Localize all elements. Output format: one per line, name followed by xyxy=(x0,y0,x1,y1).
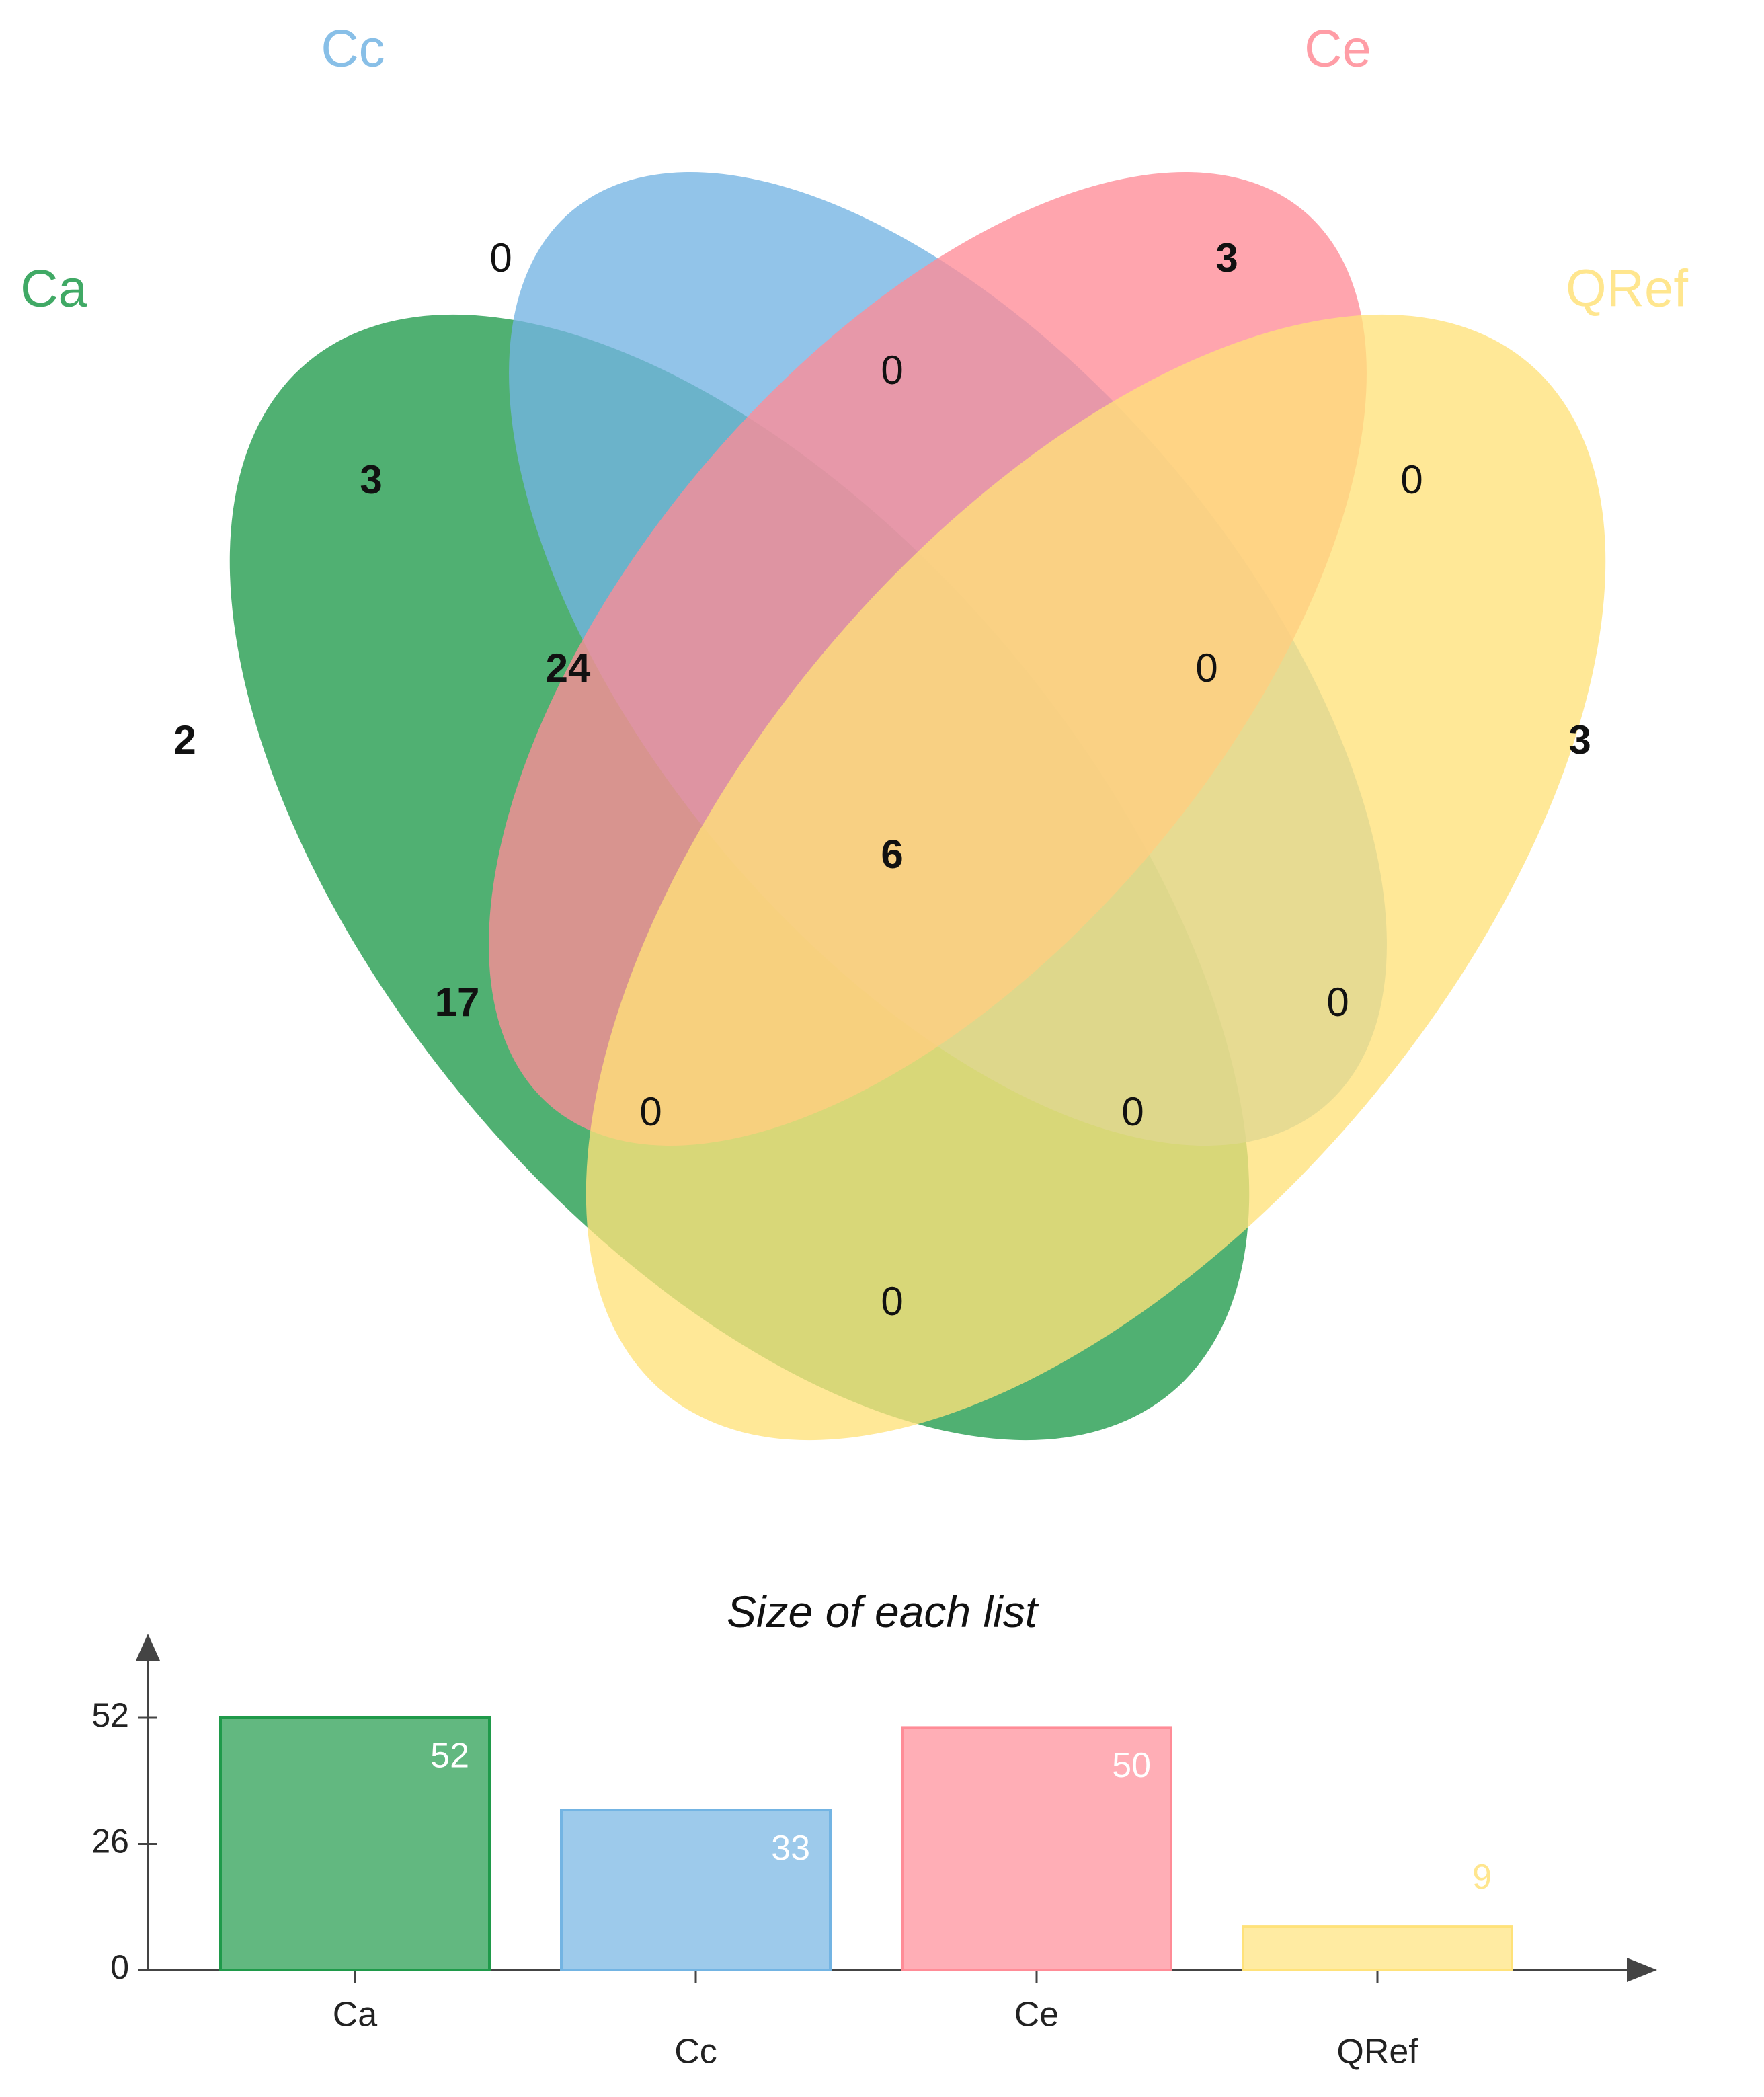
venn-count-cc-ce-qref: 0 xyxy=(1195,645,1217,690)
venn-count-cc: 0 xyxy=(489,235,512,280)
x-tick-label-ce: Ce xyxy=(1014,1995,1059,2034)
venn-label-ca: Ca xyxy=(20,259,87,318)
venn-count-ca-qref: 0 xyxy=(881,1279,903,1324)
venn-label-cc: Cc xyxy=(321,19,385,78)
venn-label-ce: Ce xyxy=(1304,19,1371,78)
venn-count-qref: 3 xyxy=(1568,717,1591,762)
bar-value-qref: 9 xyxy=(1472,1858,1492,1897)
bar-value-ca: 52 xyxy=(430,1737,469,1776)
y-tick-label: 52 xyxy=(91,1696,129,1734)
venn-count-ca-cc-qref: 0 xyxy=(1121,1089,1144,1134)
y-axis-arrow xyxy=(136,1634,160,1661)
x-axis-arrow xyxy=(1627,1958,1657,1982)
bar-value-cc: 33 xyxy=(771,1829,810,1868)
venn-label-qref: QRef xyxy=(1566,259,1688,318)
venn-set-qref xyxy=(586,314,1606,1441)
venn-diagram: 2 0 3 3 3 0 0 17 0 0 24 0 0 0 6 Ca Cc Ce QRef xyxy=(20,19,1688,1441)
bar-qref xyxy=(1242,1925,1513,1971)
bar-value-ce: 50 xyxy=(1112,1746,1151,1785)
y-tick-label: 0 xyxy=(110,1948,129,1986)
venn-count-cc-ce: 0 xyxy=(881,348,903,393)
venn-count-ca-ce-qref: 0 xyxy=(639,1089,662,1134)
venn-count-ce: 3 xyxy=(1215,235,1238,280)
venn-count-ca-ce: 17 xyxy=(435,980,480,1025)
x-tick-label-ca: Ca xyxy=(333,1995,378,2034)
y-tick-label: 26 xyxy=(91,1823,129,1860)
bar-chart-title: Size of each list xyxy=(727,1587,1039,1636)
bar-chart: Size of each list 0 26 52 Ca Cc Ce QRef 52 33 50… xyxy=(91,1587,1657,2071)
venn-count-ce-qref: 0 xyxy=(1400,457,1422,502)
venn-count-ca-cc: 3 xyxy=(360,457,382,502)
venn-count-cc-qref: 0 xyxy=(1326,980,1349,1025)
x-tick-label-cc: Cc xyxy=(674,2032,717,2071)
bar-ce xyxy=(901,1726,1172,1971)
bar-ca xyxy=(219,1716,491,1971)
venn-count-ca-cc-ce-qref: 6 xyxy=(881,832,903,877)
x-tick-label-qref: QRef xyxy=(1336,2032,1418,2071)
venn-count-ca: 2 xyxy=(173,717,196,762)
venn-count-ca-cc-ce: 24 xyxy=(546,645,591,690)
bar-cc xyxy=(560,1809,832,1971)
